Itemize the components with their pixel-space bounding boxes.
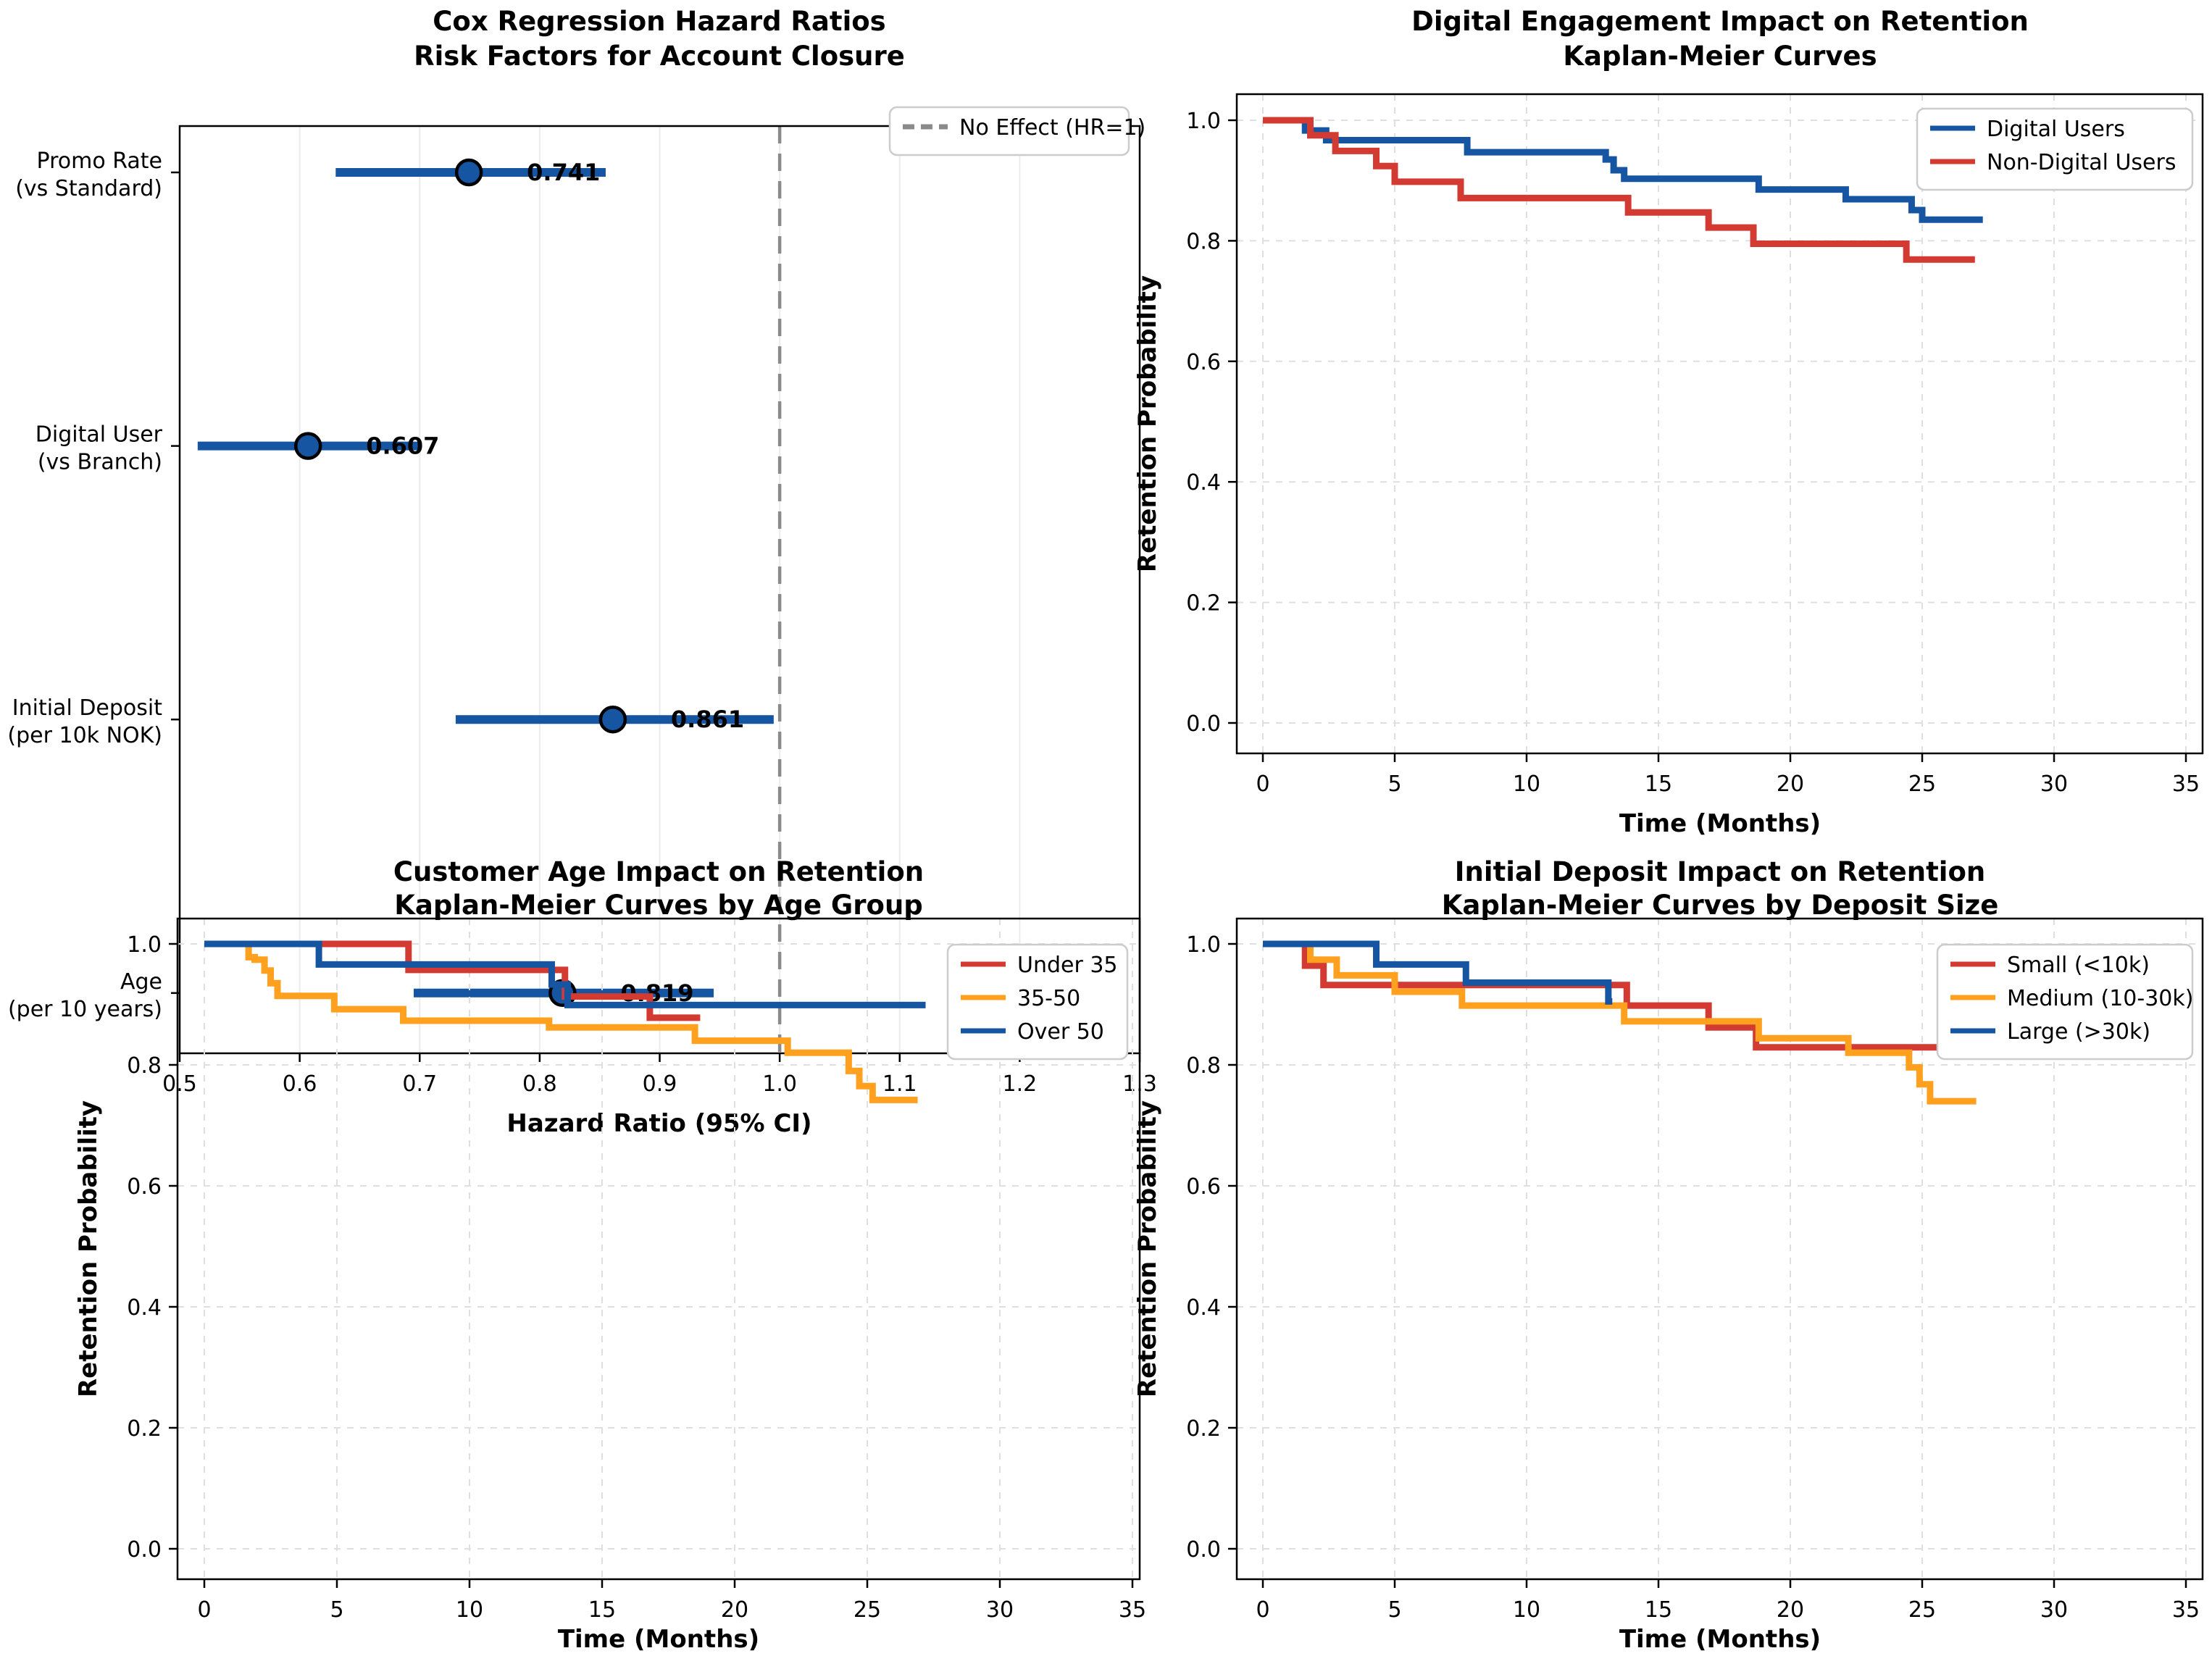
- svg-text:30: 30: [2040, 771, 2068, 797]
- svg-text:1.0: 1.0: [127, 932, 162, 958]
- svg-text:20: 20: [721, 1597, 748, 1623]
- svg-text:35: 35: [1119, 1597, 1146, 1623]
- panel-digital-km: 0 5 10 15 20 25 30 35 0.0 0.2 0.4 0.6 0.8 1.0 Digital …: [1133, 6, 2204, 838]
- svg-text:Kaplan-Meier Curves: Kaplan-Meier Curves: [1563, 41, 1877, 72]
- svg-text:0.2: 0.2: [127, 1416, 162, 1442]
- svg-text:Cox Regression Hazard Ratios: Cox Regression Hazard Ratios: [433, 6, 885, 37]
- svg-text:Initial Deposit: Initial Deposit: [12, 695, 162, 721]
- svg-text:0.6: 0.6: [127, 1174, 162, 1200]
- svg-text:25: 25: [854, 1597, 881, 1623]
- svg-text:Retention Probability: Retention Probability: [1133, 275, 1162, 572]
- svg-text:5: 5: [330, 1597, 343, 1623]
- panel-age-km: 0 5 10 15 20 25 30 35 0.0 0.2 0.4 0.6 0.8 1.0 Under 35…: [74, 856, 1146, 1654]
- svg-text:Age: Age: [120, 969, 162, 995]
- svg-text:0.607: 0.607: [366, 432, 439, 460]
- svg-text:No Effect (HR=1): No Effect (HR=1): [959, 115, 1145, 141]
- svg-text:0: 0: [1256, 771, 1269, 797]
- svg-text:0.7: 0.7: [402, 1071, 437, 1097]
- panel-deposit-km: 0 5 10 15 20 25 30 35 0.0 0.2 0.4 0.6 0.8 1.0 Small (<…: [1133, 856, 2204, 1654]
- svg-text:(per 10 years): (per 10 years): [8, 997, 162, 1022]
- svg-text:Over 50: Over 50: [1017, 1019, 1104, 1045]
- svg-text:30: 30: [986, 1597, 1014, 1623]
- svg-text:1.1: 1.1: [882, 1071, 917, 1097]
- svg-text:Under 35: Under 35: [1017, 953, 1118, 978]
- svg-text:35: 35: [2172, 771, 2200, 797]
- svg-text:0.8: 0.8: [127, 1053, 162, 1079]
- svg-text:0.741: 0.741: [527, 159, 600, 186]
- svg-text:Hazard Ratio (95% CI): Hazard Ratio (95% CI): [506, 1109, 811, 1138]
- svg-text:0.8: 0.8: [1186, 1053, 1221, 1079]
- svg-text:0.0: 0.0: [1186, 1537, 1221, 1563]
- svg-text:1.0: 1.0: [1186, 932, 1221, 958]
- svg-text:Time (Months): Time (Months): [558, 1625, 759, 1653]
- svg-text:Small (<10k): Small (<10k): [2007, 953, 2150, 978]
- svg-text:1.0: 1.0: [1186, 109, 1221, 134]
- svg-text:(vs Branch): (vs Branch): [38, 450, 162, 475]
- svg-text:Digital Users: Digital Users: [1987, 117, 2125, 142]
- svg-text:Time (Months): Time (Months): [1619, 1625, 1821, 1653]
- svg-text:0: 0: [197, 1597, 211, 1623]
- svg-text:1.0: 1.0: [762, 1071, 797, 1097]
- svg-text:15: 15: [1645, 771, 1672, 797]
- svg-text:20: 20: [1777, 1597, 1804, 1623]
- svg-text:0.8: 0.8: [522, 1071, 557, 1097]
- svg-text:5: 5: [1387, 771, 1401, 797]
- svg-text:Non-Digital Users: Non-Digital Users: [1987, 150, 2176, 175]
- svg-text:10: 10: [456, 1597, 483, 1623]
- svg-text:0.4: 0.4: [127, 1295, 162, 1321]
- svg-text:25: 25: [1908, 771, 1936, 797]
- svg-text:35-50: 35-50: [1017, 986, 1080, 1011]
- svg-text:Promo Rate: Promo Rate: [37, 149, 163, 174]
- svg-text:Customer Age Impact on Retenti: Customer Age Impact on Retention: [393, 856, 924, 887]
- svg-text:0.6: 0.6: [1186, 1174, 1221, 1200]
- svg-text:Digital Engagement Impact on R: Digital Engagement Impact on Retention: [1411, 6, 2029, 37]
- svg-text:0.2: 0.2: [1186, 591, 1221, 616]
- svg-text:0.0: 0.0: [127, 1537, 162, 1563]
- svg-text:0.9: 0.9: [643, 1071, 677, 1097]
- svg-text:15: 15: [588, 1597, 616, 1623]
- svg-text:Large (>30k): Large (>30k): [2007, 1019, 2150, 1045]
- svg-text:Retention Probability: Retention Probability: [1133, 1100, 1162, 1397]
- svg-text:10: 10: [1513, 771, 1540, 797]
- svg-text:Digital User: Digital User: [36, 422, 163, 448]
- svg-text:0.861: 0.861: [671, 706, 744, 733]
- svg-text:0.6: 0.6: [283, 1071, 317, 1097]
- svg-text:35: 35: [2172, 1597, 2200, 1623]
- svg-text:Time (Months): Time (Months): [1619, 809, 1821, 838]
- svg-text:Kaplan-Meier Curves by Deposit: Kaplan-Meier Curves by Deposit Size: [1442, 890, 1999, 921]
- svg-text:Medium (10-30k): Medium (10-30k): [2007, 986, 2193, 1011]
- svg-text:1.2: 1.2: [1003, 1071, 1038, 1097]
- svg-text:15: 15: [1645, 1597, 1672, 1623]
- svg-text:5: 5: [1387, 1597, 1401, 1623]
- svg-text:20: 20: [1777, 771, 1804, 797]
- svg-text:Kaplan-Meier Curves by Age Gro: Kaplan-Meier Curves by Age Group: [394, 890, 923, 921]
- svg-text:0.4: 0.4: [1186, 470, 1221, 495]
- svg-text:0.0: 0.0: [1186, 711, 1221, 737]
- svg-text:Risk Factors for Account Closu: Risk Factors for Account Closure: [414, 41, 905, 72]
- svg-text:0.2: 0.2: [1186, 1416, 1221, 1442]
- svg-text:0: 0: [1256, 1597, 1269, 1623]
- svg-text:Initial Deposit Impact on Rete: Initial Deposit Impact on Retention: [1455, 856, 1985, 887]
- svg-text:0.5: 0.5: [162, 1071, 197, 1097]
- svg-text:30: 30: [2040, 1597, 2068, 1623]
- svg-text:25: 25: [1908, 1597, 1936, 1623]
- svg-text:(per 10k NOK): (per 10k NOK): [7, 723, 162, 748]
- svg-text:0.4: 0.4: [1186, 1295, 1221, 1321]
- svg-text:Retention Probability: Retention Probability: [74, 1100, 103, 1397]
- svg-text:10: 10: [1513, 1597, 1540, 1623]
- svg-text:0.6: 0.6: [1186, 350, 1221, 375]
- svg-text:(vs Standard): (vs Standard): [15, 176, 162, 201]
- svg-text:0.8: 0.8: [1186, 229, 1221, 254]
